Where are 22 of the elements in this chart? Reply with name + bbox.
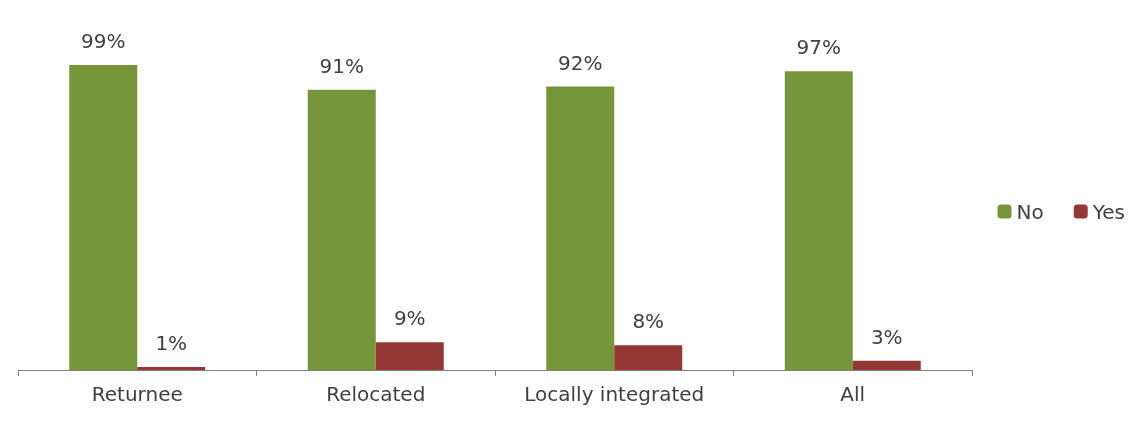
- data-label: 99%: [81, 29, 126, 53]
- bar: [137, 366, 206, 370]
- bar: [546, 86, 615, 370]
- x-tick-label: All: [840, 382, 866, 406]
- x-tick-label: Locally integrated: [524, 382, 705, 406]
- data-label: 3%: [870, 324, 903, 349]
- data-label: 91%: [319, 53, 364, 78]
- bar: [614, 345, 683, 370]
- data-label: 8%: [632, 309, 665, 334]
- data-label: 1%: [155, 330, 188, 355]
- legend-label: Yes: [1091, 199, 1126, 224]
- x-tick-label: Returnee: [91, 382, 183, 406]
- bar: [784, 71, 853, 370]
- legend-label: No: [1016, 199, 1044, 224]
- bar: [307, 89, 376, 370]
- bar: [69, 65, 138, 370]
- data-label: 92%: [558, 50, 603, 75]
- bar: [852, 360, 921, 370]
- bar: [375, 342, 444, 370]
- data-label: 9%: [393, 306, 426, 331]
- x-tick-label: Relocated: [326, 382, 426, 406]
- data-label: 97%: [796, 35, 841, 60]
